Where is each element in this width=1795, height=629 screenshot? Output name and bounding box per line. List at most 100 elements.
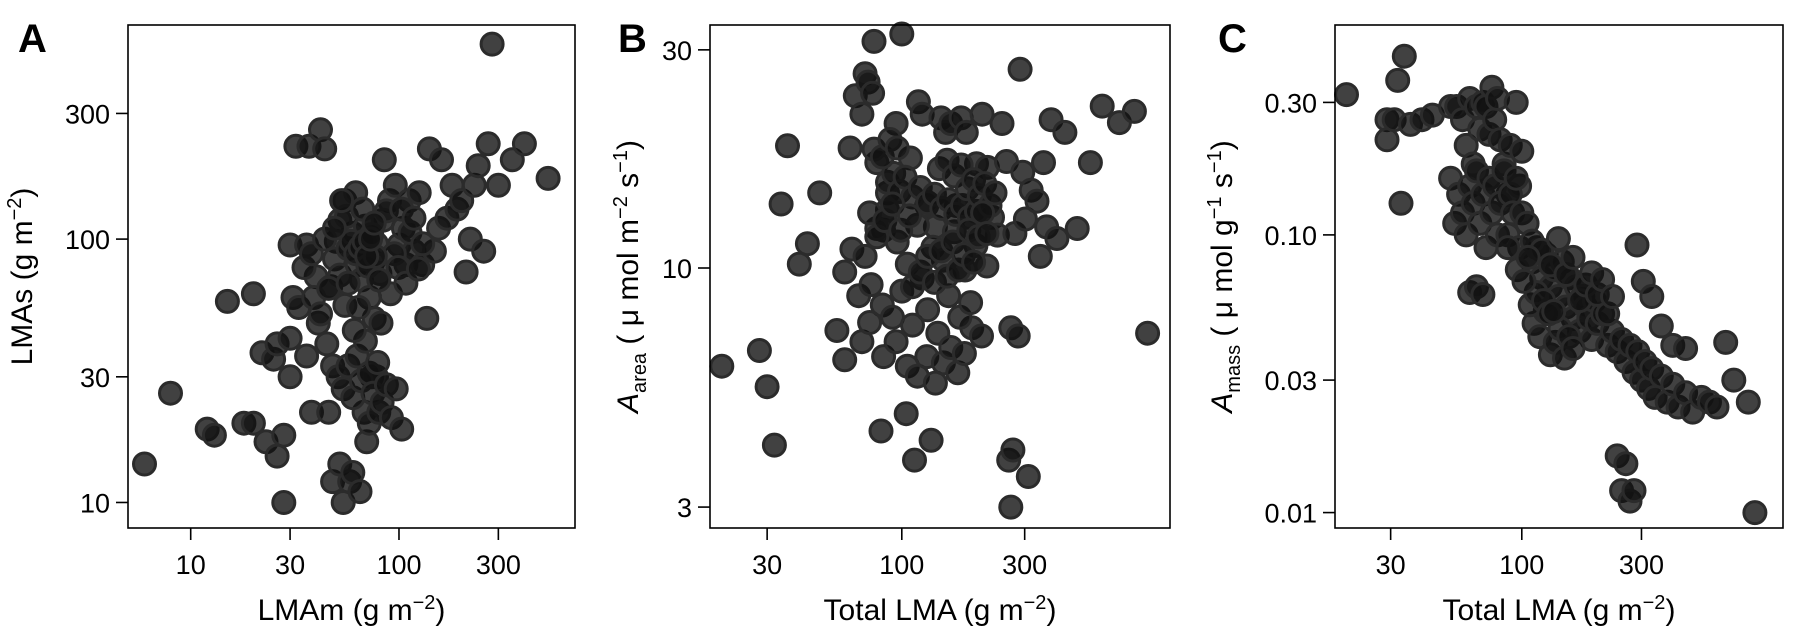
data-point: [969, 101, 995, 127]
x-tick-label: 100: [1499, 550, 1544, 580]
x-tick-label: 300: [1002, 550, 1047, 580]
panel-label: C: [1218, 17, 1247, 61]
data-point: [383, 376, 409, 402]
data-point: [709, 353, 735, 379]
data-point: [998, 494, 1024, 520]
data-point: [1024, 188, 1050, 214]
data-point: [1503, 89, 1529, 115]
data-point: [1015, 464, 1041, 489]
panel-a: 10 30 100 300 10 30 100 300 A LMAm (g m−2) LMAs (g…: [4, 17, 576, 627]
data-point: [1515, 244, 1541, 270]
panel-c: 30 100 300 0.01 0.03 0.10 0.30 C Total LMA (g m−…: [1204, 17, 1784, 627]
data-point: [1121, 98, 1147, 124]
data-point: [277, 325, 303, 351]
data-point: [958, 290, 984, 316]
x-tick-label: 10: [176, 550, 206, 580]
data-point: [893, 401, 919, 427]
data-point: [1735, 389, 1761, 415]
data-point: [922, 370, 948, 396]
data-point: [429, 147, 454, 173]
data-point: [335, 270, 361, 296]
data-point: [1135, 320, 1161, 346]
y-axis-title: LMAs (g m−2): [4, 188, 39, 366]
panel-label: B: [618, 17, 647, 61]
x-axis-title: Total LMA (g m−2): [1443, 592, 1676, 627]
data-point: [824, 318, 850, 343]
data-point: [1621, 478, 1647, 504]
x-axis-title: LMAm (g m−2): [258, 592, 446, 627]
data-point: [485, 172, 511, 198]
data-point: [860, 80, 886, 106]
data-point: [314, 331, 340, 357]
data-point: [406, 180, 432, 206]
data-points: [1334, 43, 1768, 526]
data-point: [918, 427, 944, 453]
data-point: [346, 295, 372, 320]
data-point: [1600, 284, 1625, 309]
data-point: [951, 341, 977, 366]
data-point: [1031, 150, 1056, 176]
x-tick-label: 30: [752, 550, 782, 580]
data-point: [1470, 282, 1496, 307]
data-point: [1334, 82, 1359, 108]
data-point: [158, 380, 183, 406]
data-point: [294, 343, 320, 369]
data-point: [1673, 336, 1699, 361]
data-point: [240, 410, 266, 436]
data-point: [974, 221, 1000, 246]
data-point: [271, 490, 297, 515]
data-point: [1639, 284, 1665, 309]
data-point: [368, 310, 394, 336]
data-point: [775, 133, 800, 159]
data-point: [322, 215, 347, 241]
y-axis-title: Amass ( μ mol g−1 s−1): [1204, 140, 1245, 414]
y-tick-label: 0.01: [1264, 499, 1317, 529]
data-point: [1388, 190, 1414, 216]
data-point: [982, 180, 1008, 206]
data-point: [479, 31, 505, 57]
y-tick-label: 3: [677, 493, 692, 523]
data-point: [969, 323, 994, 349]
data-point: [884, 135, 910, 161]
y-tick-label: 300: [65, 99, 110, 129]
data-point: [382, 172, 408, 198]
data-point: [883, 329, 909, 355]
data-point: [1511, 268, 1537, 294]
plot-frame: [709, 24, 1171, 529]
data-point: [1044, 226, 1070, 251]
y-axis-title: Aarea ( μ mol m−2 s−1): [610, 140, 651, 415]
data-point: [754, 374, 780, 400]
data-point: [768, 191, 794, 217]
data-point: [511, 131, 537, 157]
plot-frame: [127, 24, 576, 529]
data-point: [405, 256, 431, 282]
data-point: [1704, 394, 1730, 420]
data-point: [889, 21, 915, 47]
data-point: [414, 305, 440, 331]
data-point: [915, 297, 941, 323]
data-point: [308, 301, 333, 327]
x-tick-label: 100: [879, 550, 924, 580]
data-point: [1385, 67, 1411, 93]
data-point: [794, 231, 820, 257]
data-point: [471, 238, 497, 264]
data-point: [264, 443, 290, 469]
data-point: [1052, 119, 1078, 145]
data-point: [1000, 437, 1026, 463]
data-point: [832, 347, 858, 373]
data-point: [1495, 235, 1521, 261]
data-point: [410, 231, 436, 257]
data-point: [857, 310, 883, 335]
data-point: [868, 418, 894, 444]
x-tick-label: 300: [476, 550, 521, 580]
data-point: [277, 364, 303, 390]
y-tick-label: 0.30: [1264, 88, 1317, 118]
data-point: [1077, 150, 1103, 176]
data-point: [832, 259, 858, 285]
data-point: [902, 447, 927, 473]
panel-label: A: [18, 17, 47, 61]
y-tick-label: 0.03: [1264, 366, 1317, 396]
y-tick-label: 100: [65, 225, 110, 255]
data-point: [1742, 500, 1768, 526]
